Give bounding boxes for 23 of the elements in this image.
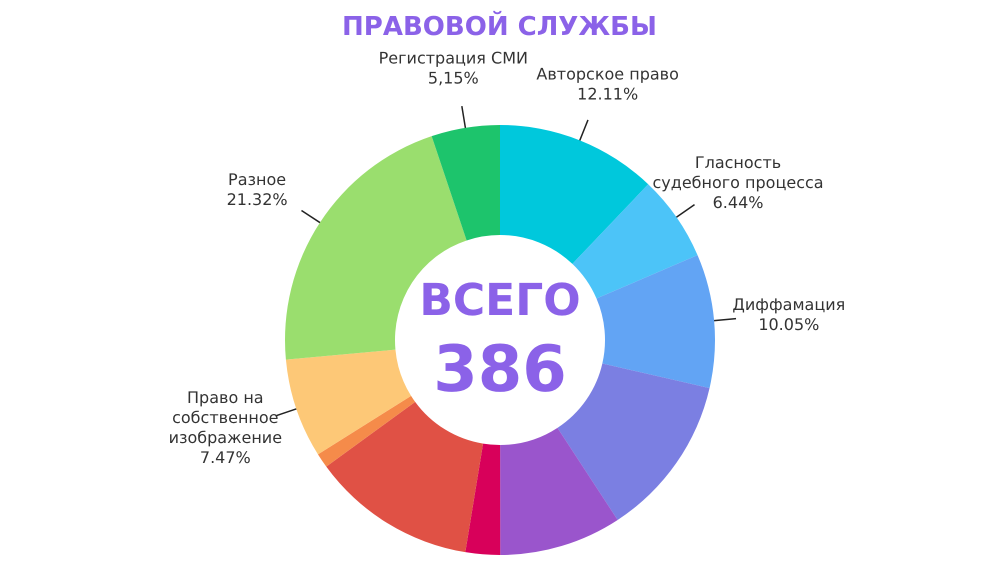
donut-slice: [465, 444, 500, 555]
chart-title: ПРАВОВОЙ СЛУЖБЫ: [342, 10, 657, 42]
slice-label: Право на собственное изображение: [168, 388, 282, 448]
data-label: 12.11%: [577, 84, 638, 104]
data-label: 6.44%: [712, 192, 764, 212]
slice-label: Регистрация СМИ: [378, 48, 528, 68]
data-label: 5,15%: [428, 68, 479, 88]
donut-slice: [286, 350, 412, 454]
slice-label: Диффамация: [732, 295, 846, 314]
donut-slice: [326, 402, 484, 552]
data-label: 7.47%: [200, 448, 251, 468]
donut-slice: [500, 125, 648, 264]
donut-slice: [596, 255, 715, 388]
slice-label: Разное: [228, 170, 286, 189]
text: ВСЕГО: [419, 275, 581, 326]
text: 386: [433, 333, 567, 407]
donut-slice: [318, 396, 416, 467]
slice-label: Гласность судебного процесса: [652, 152, 824, 192]
data-label: 21.32%: [226, 190, 288, 209]
donut-slice: [500, 428, 618, 555]
data-label: 10.05%: [758, 315, 820, 334]
donut-slice: [432, 125, 500, 240]
slice-label: Авторское право: [536, 64, 679, 84]
